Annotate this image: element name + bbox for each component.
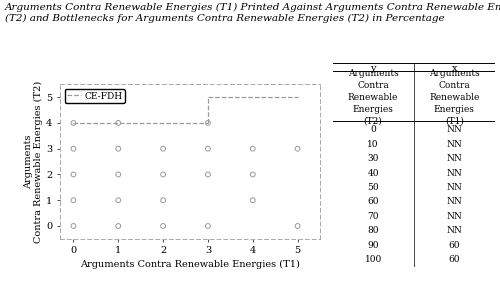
- Point: [70, 198, 78, 202]
- Y-axis label: Arguments
Contra Renewable Energies (T2): Arguments Contra Renewable Energies (T2): [24, 80, 44, 243]
- Point: [249, 198, 257, 202]
- Point: [70, 172, 78, 177]
- Text: 40: 40: [368, 169, 379, 178]
- Point: [114, 172, 122, 177]
- Text: 60: 60: [368, 198, 379, 207]
- Point: [114, 224, 122, 228]
- Point: [204, 172, 212, 177]
- Text: NN: NN: [446, 183, 462, 192]
- Point: [294, 146, 302, 151]
- Text: NN: NN: [446, 212, 462, 221]
- Point: [159, 224, 167, 228]
- Point: [204, 224, 212, 228]
- Point: [114, 146, 122, 151]
- X-axis label: Arguments Contra Renewable Energies (T1): Arguments Contra Renewable Energies (T1): [80, 260, 300, 269]
- Text: 50: 50: [368, 183, 379, 192]
- Text: 80: 80: [368, 226, 379, 235]
- Point: [159, 146, 167, 151]
- Text: 30: 30: [368, 154, 379, 163]
- Text: NN: NN: [446, 140, 462, 149]
- Text: NN: NN: [446, 169, 462, 178]
- Text: 60: 60: [448, 241, 460, 250]
- Point: [159, 172, 167, 177]
- Point: [70, 224, 78, 228]
- Text: 100: 100: [364, 255, 382, 264]
- Text: NN: NN: [446, 154, 462, 163]
- Text: NN: NN: [446, 125, 462, 134]
- Text: Arguments Contra Renewable Energies (T1) Printed Against Arguments Contra Renewa: Arguments Contra Renewable Energies (T1)…: [5, 3, 500, 23]
- Legend: CE-FDH: CE-FDH: [64, 89, 125, 103]
- Text: x: x: [452, 64, 457, 73]
- Text: 10: 10: [368, 140, 379, 149]
- Point: [114, 198, 122, 202]
- Point: [70, 146, 78, 151]
- Text: Arguments
Contra
Renewable
Energies
(T2): Arguments Contra Renewable Energies (T2): [348, 69, 399, 125]
- Text: 0: 0: [370, 125, 376, 134]
- Text: NN: NN: [446, 198, 462, 207]
- Text: 70: 70: [368, 212, 379, 221]
- Point: [114, 121, 122, 125]
- Text: 60: 60: [448, 255, 460, 264]
- Point: [294, 224, 302, 228]
- Point: [70, 95, 78, 99]
- Point: [204, 121, 212, 125]
- Text: Arguments
Contra
Renewable
Energies
(T1): Arguments Contra Renewable Energies (T1): [429, 69, 480, 125]
- Text: NN: NN: [446, 226, 462, 235]
- Point: [204, 146, 212, 151]
- Point: [159, 198, 167, 202]
- Text: 90: 90: [368, 241, 379, 250]
- Point: [70, 121, 78, 125]
- Point: [249, 172, 257, 177]
- Text: y: y: [370, 64, 376, 73]
- Point: [249, 146, 257, 151]
